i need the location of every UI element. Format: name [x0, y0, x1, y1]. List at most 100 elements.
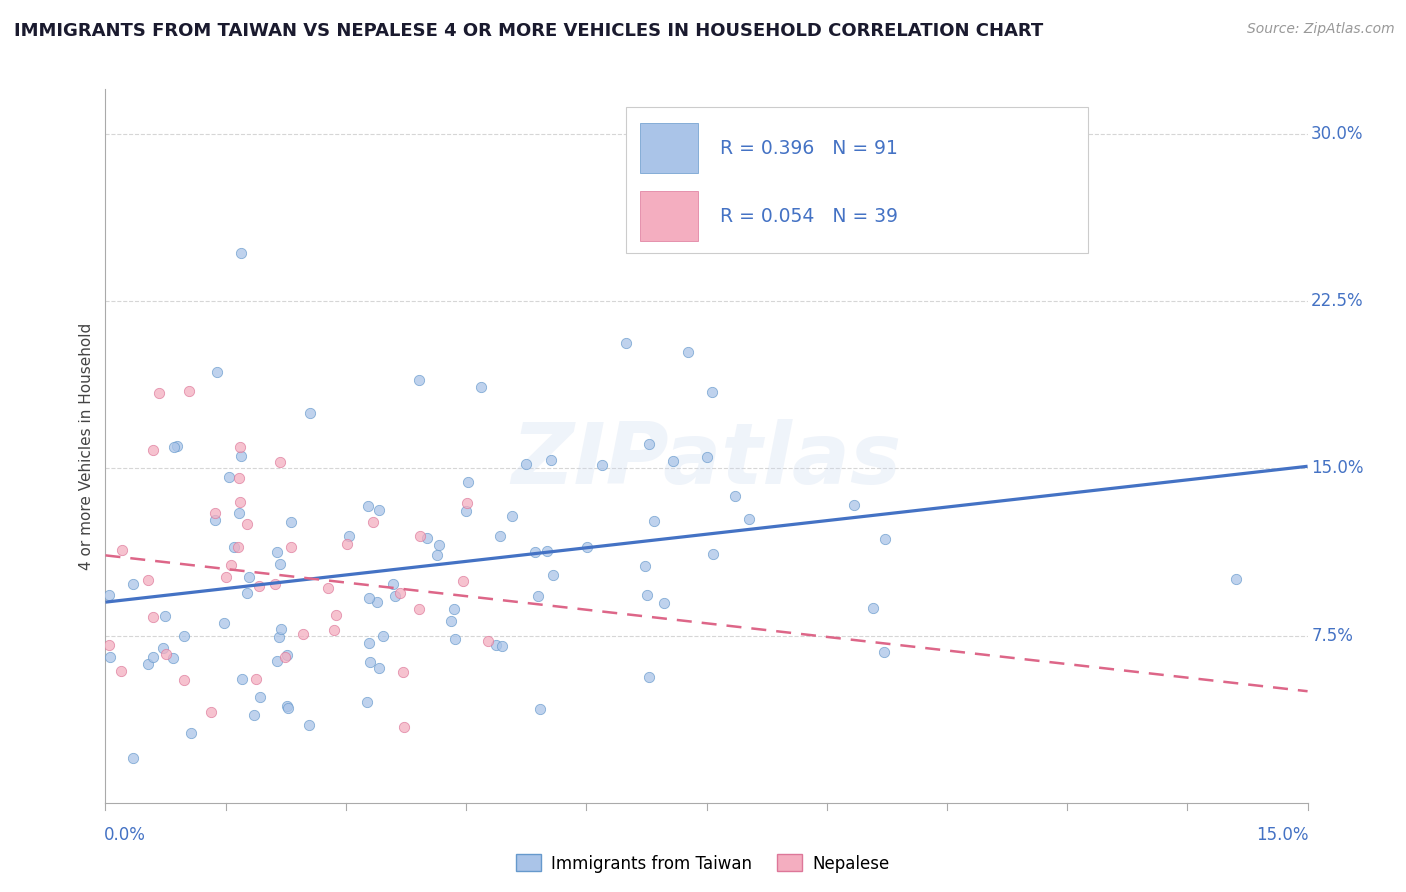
Point — [148, 386, 170, 401]
Point — [280, 515, 302, 529]
Point — [231, 245, 253, 260]
Point — [524, 545, 547, 559]
Text: R = 0.396   N = 91: R = 0.396 N = 91 — [720, 139, 897, 158]
Point — [366, 595, 388, 609]
Point — [842, 498, 865, 512]
Point — [1225, 572, 1247, 586]
Point — [177, 384, 200, 398]
Point — [409, 528, 432, 542]
Text: Source: ZipAtlas.com: Source: ZipAtlas.com — [1247, 22, 1395, 37]
Point — [266, 545, 288, 559]
Point — [702, 547, 724, 561]
Point — [142, 650, 165, 665]
Point — [515, 457, 537, 471]
Point — [416, 531, 439, 545]
Point — [862, 601, 884, 615]
Point — [276, 648, 298, 663]
Text: 30.0%: 30.0% — [1312, 125, 1364, 143]
Text: 15.0%: 15.0% — [1312, 459, 1364, 477]
Point — [357, 591, 380, 605]
Point — [276, 699, 298, 714]
Point — [247, 579, 270, 593]
Point — [361, 515, 384, 529]
Point — [457, 475, 479, 490]
Point — [633, 558, 655, 573]
Point — [408, 373, 430, 387]
Point — [142, 610, 165, 624]
Point — [536, 543, 558, 558]
Point — [382, 577, 405, 591]
Point — [408, 601, 430, 615]
Point — [110, 665, 132, 679]
Point — [529, 702, 551, 716]
Point — [270, 622, 292, 636]
Point — [540, 452, 562, 467]
Point — [322, 623, 344, 637]
Point — [162, 650, 184, 665]
Point — [269, 455, 291, 469]
Point — [269, 630, 291, 644]
FancyBboxPatch shape — [640, 123, 699, 173]
Point — [266, 654, 288, 668]
Point — [373, 629, 395, 643]
Text: R = 0.054   N = 39: R = 0.054 N = 39 — [720, 207, 898, 226]
Point — [359, 655, 381, 669]
Point — [489, 529, 512, 543]
Point — [204, 513, 226, 527]
Point — [136, 657, 159, 672]
Point — [215, 570, 238, 584]
Point — [111, 542, 134, 557]
Point — [163, 440, 186, 454]
Point — [451, 574, 474, 588]
Point — [121, 577, 143, 591]
FancyBboxPatch shape — [640, 191, 699, 241]
Point — [243, 708, 266, 723]
Point — [384, 589, 406, 603]
Point — [336, 537, 359, 551]
Point — [368, 661, 391, 675]
Point — [614, 336, 637, 351]
Point — [277, 700, 299, 714]
Point — [875, 532, 897, 546]
Legend: Immigrants from Taiwan, Nepalese: Immigrants from Taiwan, Nepalese — [510, 847, 896, 880]
Point — [426, 548, 449, 562]
Point — [298, 718, 321, 732]
Point — [155, 609, 177, 624]
Point — [873, 645, 896, 659]
Point — [440, 614, 463, 628]
Point — [292, 626, 315, 640]
Point — [356, 695, 378, 709]
Point — [702, 384, 724, 399]
Point — [526, 590, 548, 604]
Point — [269, 557, 291, 571]
Point — [357, 635, 380, 649]
Point — [207, 365, 229, 379]
Point — [173, 673, 195, 688]
Point — [224, 540, 246, 554]
Point — [391, 665, 413, 679]
Point — [477, 634, 499, 648]
Point — [454, 504, 477, 518]
Point — [204, 506, 226, 520]
Point — [299, 406, 322, 420]
Point — [738, 512, 761, 526]
Point — [696, 450, 718, 465]
Point — [638, 670, 661, 684]
Point — [388, 586, 411, 600]
Point — [443, 632, 465, 646]
FancyBboxPatch shape — [626, 107, 1088, 253]
Point — [337, 529, 360, 543]
Point — [231, 672, 253, 686]
Point — [724, 489, 747, 503]
Point — [273, 650, 295, 665]
Point — [200, 705, 222, 719]
Point — [318, 581, 340, 595]
Point — [325, 608, 347, 623]
Point — [235, 516, 257, 531]
Point — [238, 570, 260, 584]
Point — [575, 540, 598, 554]
Text: 15.0%: 15.0% — [1257, 826, 1309, 844]
Point — [100, 650, 122, 665]
Point — [155, 648, 177, 662]
Point — [501, 508, 523, 523]
